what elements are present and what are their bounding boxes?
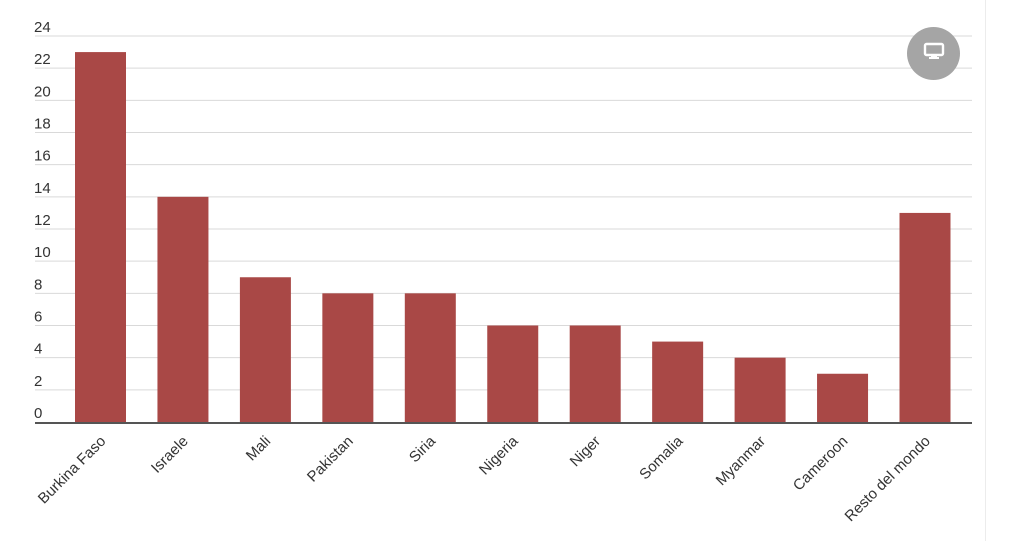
y-tick-label: 12: [34, 212, 51, 229]
y-tick-label: 2: [34, 373, 42, 390]
x-tick-label: Somalia: [636, 432, 687, 483]
chart-right-border: [985, 0, 986, 541]
x-tick-label: Nigeria: [476, 432, 522, 478]
x-tick-label: Siria: [406, 432, 440, 466]
bars: [75, 52, 951, 422]
y-tick-label: 20: [34, 83, 51, 100]
bar-israele[interactable]: [157, 196, 209, 422]
bar-burkina-faso[interactable]: [75, 52, 126, 422]
bar-pakistan[interactable]: [322, 293, 374, 422]
bar-somalia[interactable]: [652, 341, 704, 422]
x-tick-label: Israele: [148, 433, 192, 477]
x-tick-label: Niger: [567, 433, 604, 470]
y-tick-label: 22: [34, 51, 51, 68]
bar-niger[interactable]: [569, 325, 621, 423]
bar-cameroon[interactable]: [817, 373, 869, 422]
y-tick-label: 24: [34, 19, 51, 36]
x-tick-label: Cameroon: [790, 433, 852, 495]
y-tick-label: 18: [34, 116, 51, 133]
bar-nigeria[interactable]: [487, 325, 539, 423]
y-tick-label: 8: [34, 276, 42, 293]
x-tick-label: Myanmar: [713, 433, 769, 489]
y-tick-label: 6: [34, 309, 42, 326]
x-tick-label: Pakistan: [304, 433, 357, 486]
bar-siria[interactable]: [404, 293, 456, 422]
y-tick-label: 0: [34, 405, 42, 422]
y-tick-label: 14: [34, 180, 51, 197]
x-axis-ticks: Burkina Faso Israele Mali Pakistan Siria Nige…: [35, 432, 934, 525]
display-mode-button[interactable]: [907, 27, 960, 80]
x-tick-label: Resto del mondo: [842, 433, 934, 525]
monitor-icon: [923, 42, 945, 65]
y-tick-label: 16: [34, 148, 51, 165]
bar-mali[interactable]: [239, 277, 291, 422]
bar-myanmar[interactable]: [734, 357, 786, 422]
x-tick-label: Burkina Faso: [35, 433, 110, 508]
y-tick-label: 4: [34, 341, 42, 358]
x-tick-label: Mali: [243, 433, 274, 464]
bar-resto-del-mondo[interactable]: [899, 212, 951, 422]
y-tick-label: 10: [34, 244, 51, 261]
